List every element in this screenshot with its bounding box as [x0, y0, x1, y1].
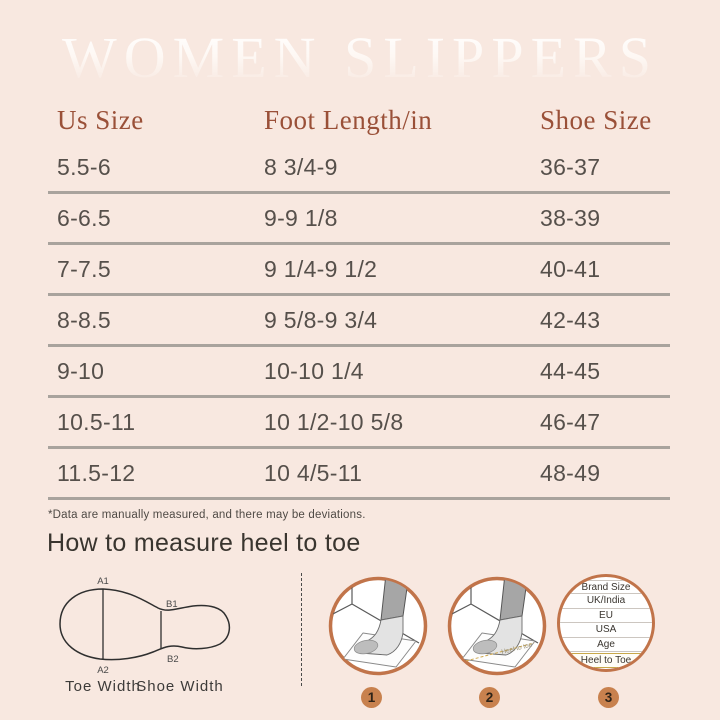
- mini-chart-row-brand-size: Brand Size: [560, 579, 652, 595]
- shoe-size-value: 44-45: [540, 357, 601, 384]
- shoe-size-value: 40-41: [540, 255, 601, 282]
- mini-chart-row-usa: USA: [560, 623, 652, 638]
- step-3-illustration: Brand Size UK/India EU USA Age Heel to T…: [557, 574, 655, 672]
- mini-chart-row-eu: EU: [560, 609, 652, 624]
- label-b2: B2: [167, 654, 179, 665]
- toe-width-caption: Toe Width: [65, 678, 141, 695]
- sole-outline: [59, 588, 231, 661]
- table-row: 6-6.5 9-9 1/8 38-39: [48, 194, 670, 245]
- size-table: Us Size Foot Length/in Shoe Size 5.5-6 8…: [48, 98, 670, 500]
- foot-length-value: 9 5/8-9 3/4: [264, 306, 378, 333]
- us-size-value: 6-6.5: [57, 204, 111, 231]
- label-a2: A2: [97, 665, 109, 676]
- vertical-dashed-divider: [301, 573, 302, 686]
- label-b1: B1: [166, 599, 178, 610]
- table-row: 11.5-12 10 4/5-11 48-49: [48, 449, 670, 500]
- foot-length-value: 9-9 1/8: [264, 204, 338, 231]
- sole-diagram: A1 A2 B1 B2 Toe Width Shoe Width: [59, 576, 231, 695]
- shoe-size-value: 38-39: [540, 204, 601, 231]
- shoe-size-value: 46-47: [540, 408, 601, 435]
- us-size-value: 5.5-6: [57, 153, 111, 180]
- column-header-us-size: Us Size: [57, 105, 144, 135]
- step-1-badge: 1: [361, 687, 382, 708]
- foot-length-value: 10 1/2-10 5/8: [264, 408, 404, 435]
- us-size-value: 8-8.5: [57, 306, 111, 333]
- step-2-badge: 2: [479, 687, 500, 708]
- shoe-size-value: 48-49: [540, 459, 601, 486]
- table-footnote: *Data are manually measured, and there m…: [48, 509, 366, 521]
- us-size-value: 11.5-12: [57, 459, 136, 486]
- step-1-illustration: [328, 576, 428, 676]
- table-row: 5.5-6 8 3/4-9 36-37: [48, 143, 670, 194]
- foot-length-value: 10-10 1/4: [264, 357, 364, 384]
- us-size-value: 9-10: [57, 357, 105, 384]
- column-header-foot-length: Foot Length/in: [264, 105, 433, 135]
- foot-length-value: 8 3/4-9: [264, 153, 338, 180]
- shoe-width-caption: Shoe Width: [136, 678, 224, 695]
- shoe-size-value: 42-43: [540, 306, 601, 333]
- label-a1: A1: [97, 576, 109, 587]
- mini-chart-row-uk-india: UK/India: [560, 594, 652, 609]
- table-row: 9-10 10-10 1/4 44-45: [48, 347, 670, 398]
- heel-to-toe-dashed-line: [465, 642, 535, 662]
- size-table-header-row: Us Size Foot Length/in Shoe Size: [48, 98, 670, 143]
- column-header-shoe-size: Shoe Size: [540, 105, 652, 135]
- foot-length-value: 10 4/5-11: [264, 459, 363, 486]
- mini-chart-row-age: Age: [560, 638, 652, 653]
- mini-chart-row-heel-to-toe-highlighted: Heel to Toe: [568, 653, 644, 669]
- us-size-value: 7-7.5: [57, 255, 111, 282]
- page-title: WOMEN SLIPPERS: [0, 24, 720, 91]
- measure-section-heading: How to measure heel to toe: [47, 529, 361, 557]
- foot-length-value: 9 1/4-9 1/2: [264, 255, 378, 282]
- table-row: 7-7.5 9 1/4-9 1/2 40-41: [48, 245, 670, 296]
- us-size-value: 10.5-11: [57, 408, 136, 435]
- step-3-badge: 3: [598, 687, 619, 708]
- table-row: 8-8.5 9 5/8-9 3/4 42-43: [48, 296, 670, 347]
- table-row: 10.5-11 10 1/2-10 5/8 46-47: [48, 398, 670, 449]
- step-2-illustration: Heel to toe: [447, 576, 547, 676]
- shoe-size-value: 36-37: [540, 153, 601, 180]
